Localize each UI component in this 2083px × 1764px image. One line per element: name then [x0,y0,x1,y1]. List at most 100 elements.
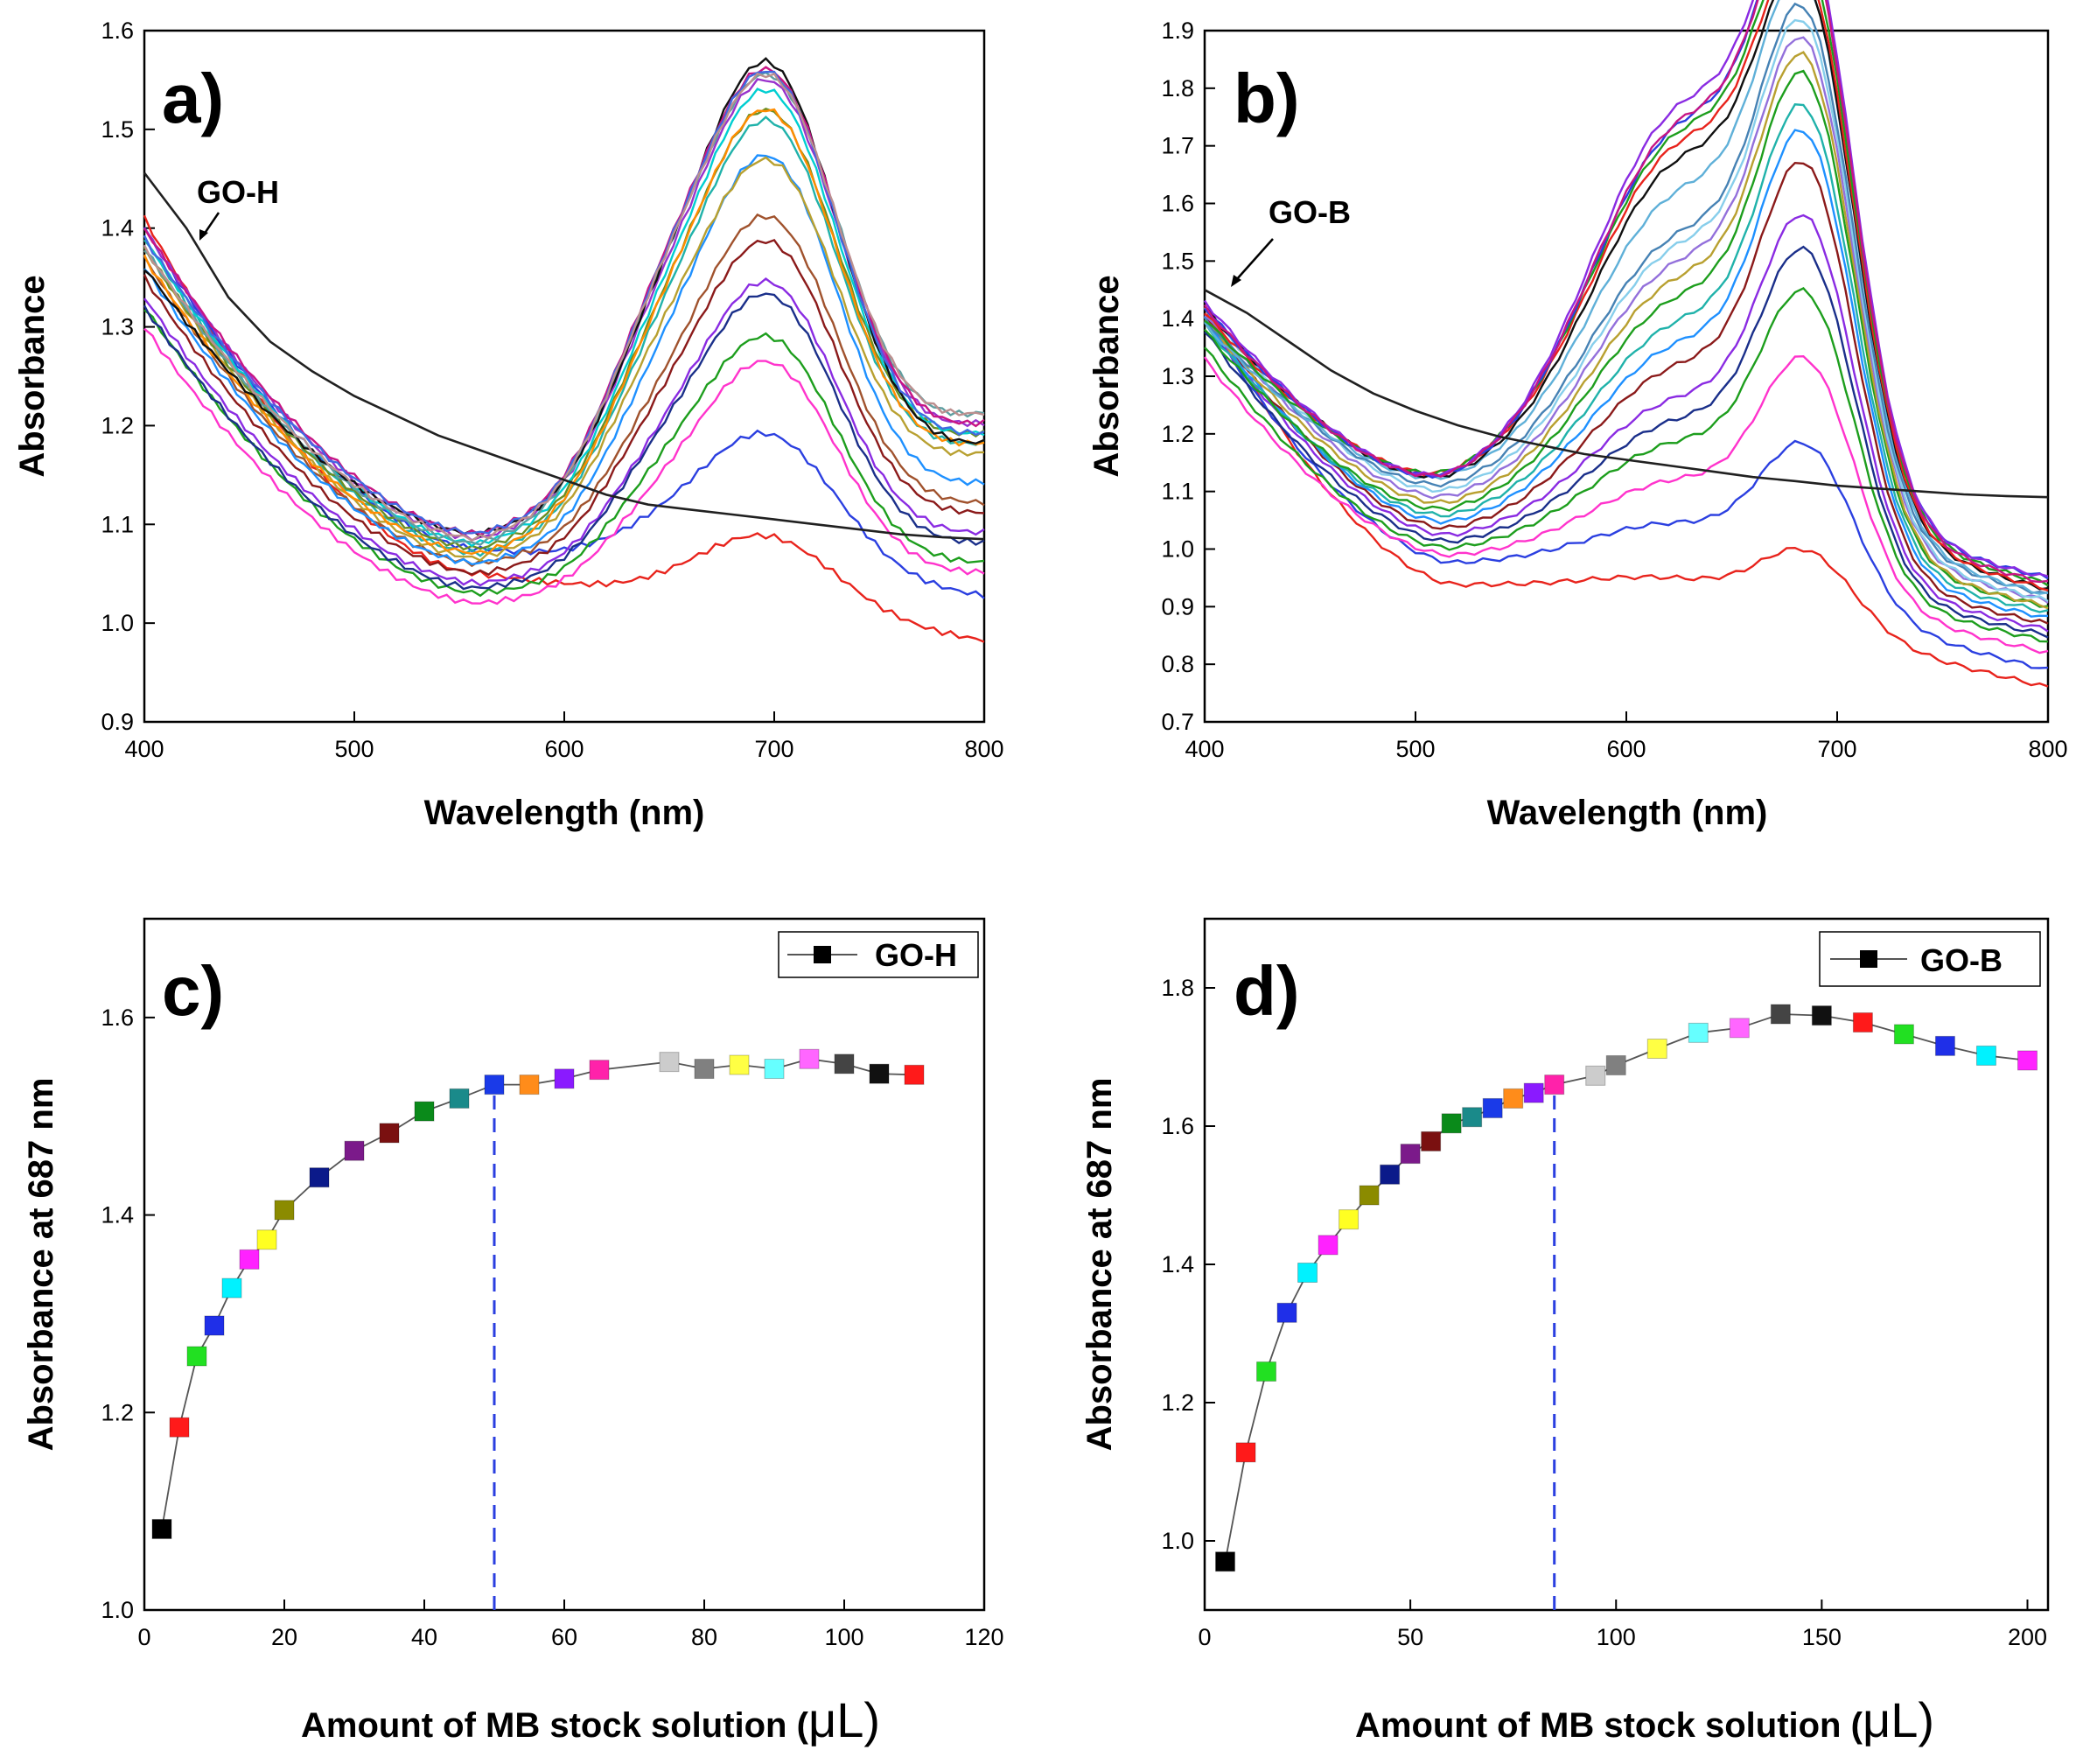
panel-c: 0 20 40 60 80 100 120 1.0 1.2 1.4 1.6 c) GO-H Amo… [22,917,1004,1747]
panel-d-xlabel-unit: μL [1863,1692,1918,1747]
y-tick-label: 1.0 [1161,1528,1194,1554]
data-point [449,1088,470,1109]
data-point [1297,1262,1318,1283]
y-tick-label: 1.1 [1161,479,1194,505]
data-point [379,1123,400,1144]
data-point [1605,1054,1626,1075]
spectrum-line [1203,2,2049,595]
y-tick-label: 1.4 [1161,1251,1194,1278]
spectrum-line [143,72,985,542]
data-point [694,1059,715,1080]
data-point [519,1074,540,1096]
y-tick-label: 1.2 [101,1399,134,1425]
spectrum-line [143,238,985,577]
data-point [1770,1004,1791,1025]
y-tick-label: 1.0 [101,610,134,636]
panel-b-series [1203,0,2049,688]
spectrum-line [143,292,985,591]
data-point [764,1059,785,1080]
y-tick-label: 0.9 [101,709,134,735]
data-point [484,1074,505,1096]
y-tick-label: 0.7 [1161,709,1194,735]
panel-d: 0 50 100 150 200 1.0 1.2 1.4 1.6 1.8 d) GO-B Amo… [1080,917,2050,1747]
data-point [1646,1039,1667,1060]
data-point [1215,1551,1236,1572]
panel-b-x-ticks: 400 500 600 700 800 [1185,711,2068,762]
data-point [1380,1164,1401,1185]
x-tick-label: 120 [964,1624,1003,1650]
y-tick-label: 1.3 [1161,363,1194,389]
data-point [834,1054,855,1074]
go-h-baseline-line [143,172,985,541]
spectrum-line [1203,129,2049,618]
data-point [221,1278,242,1298]
data-point [151,1518,172,1539]
panel-b-annotation: GO-B [1269,194,1351,230]
x-tick-label: 100 [824,1624,863,1650]
x-tick-label: 800 [964,736,1003,762]
x-tick-label: 600 [1606,736,1646,762]
panel-a-series [143,57,985,643]
x-tick-label: 800 [2028,736,2067,762]
panel-c-xlabel-unit: μL [808,1692,863,1747]
panel-c-legend-label: GO-H [875,937,957,973]
y-tick-label: 1.0 [101,1597,134,1623]
data-point [1934,1035,1955,1056]
y-tick-label: 1.1 [101,511,134,537]
panel-c-x-ticks: 0 20 40 60 80 100 120 [137,1600,1004,1650]
data-point [169,1417,190,1438]
data-point [904,1064,925,1085]
panel-c-series [151,1048,925,1610]
spectrum-line [143,276,985,587]
y-tick-label: 1.4 [101,1202,134,1228]
data-point [1503,1088,1524,1109]
x-tick-label: 600 [544,736,584,762]
panel-d-legend: GO-B [1819,931,2041,987]
x-tick-label: 200 [2008,1624,2047,1650]
data-point [256,1229,277,1250]
panel-d-y-ticks: 1.0 1.2 1.4 1.6 1.8 [1161,975,1215,1554]
data-point [729,1054,750,1075]
y-tick-label: 1.6 [1161,191,1194,217]
y-tick-label: 1.9 [1161,18,1194,44]
y-tick-label: 1.5 [1161,248,1194,274]
y-tick-label: 1.6 [1161,1113,1194,1139]
panel-a: 400 500 600 700 800 0.9 1.0 1.1 1.2 1.3 1.4 1.5 1.6… [13,18,1004,832]
x-tick-label: 400 [124,736,164,762]
spectrum-line [143,213,985,568]
panel-a-label: a) [162,60,224,137]
spectrum-line [143,154,985,566]
panel-c-xlabel-text: Amount of MB stock solution ( [301,1706,809,1745]
spectrum-line [143,327,985,606]
y-tick-label: 1.2 [1161,421,1194,447]
data-point [799,1048,820,1069]
data-point [1441,1113,1462,1134]
spectrum-line [1204,214,2049,633]
spectrum-line [1204,245,2049,639]
panel-b-xlabel: Wavelength (nm) [1487,794,1768,832]
data-point [186,1346,207,1367]
data-point [344,1140,365,1161]
x-tick-label: 0 [137,1624,150,1650]
panel-d-label: d) [1234,952,1300,1030]
y-tick-label: 1.5 [101,116,134,143]
y-tick-label: 1.2 [1161,1390,1194,1416]
spectrum-line [143,309,985,598]
data-point [1400,1144,1421,1165]
x-tick-label: 0 [1198,1624,1211,1650]
x-tick-label: 700 [1817,736,1856,762]
data-point [1482,1097,1503,1118]
data-point [1688,1022,1709,1043]
panel-d-series [1215,1004,2038,1610]
y-tick-label: 1.3 [101,314,134,340]
data-point [239,1249,260,1270]
data-point [1523,1082,1544,1103]
x-tick-label: 80 [691,1624,717,1650]
panel-c-legend-marker [814,946,831,963]
panel-d-xlabel-close: ) [1918,1692,1934,1747]
data-point [1359,1185,1380,1206]
panel-a-x-ticks: 400 500 600 700 800 [124,711,1004,762]
spectrum-line [1203,103,2049,613]
data-point [1729,1018,1750,1039]
